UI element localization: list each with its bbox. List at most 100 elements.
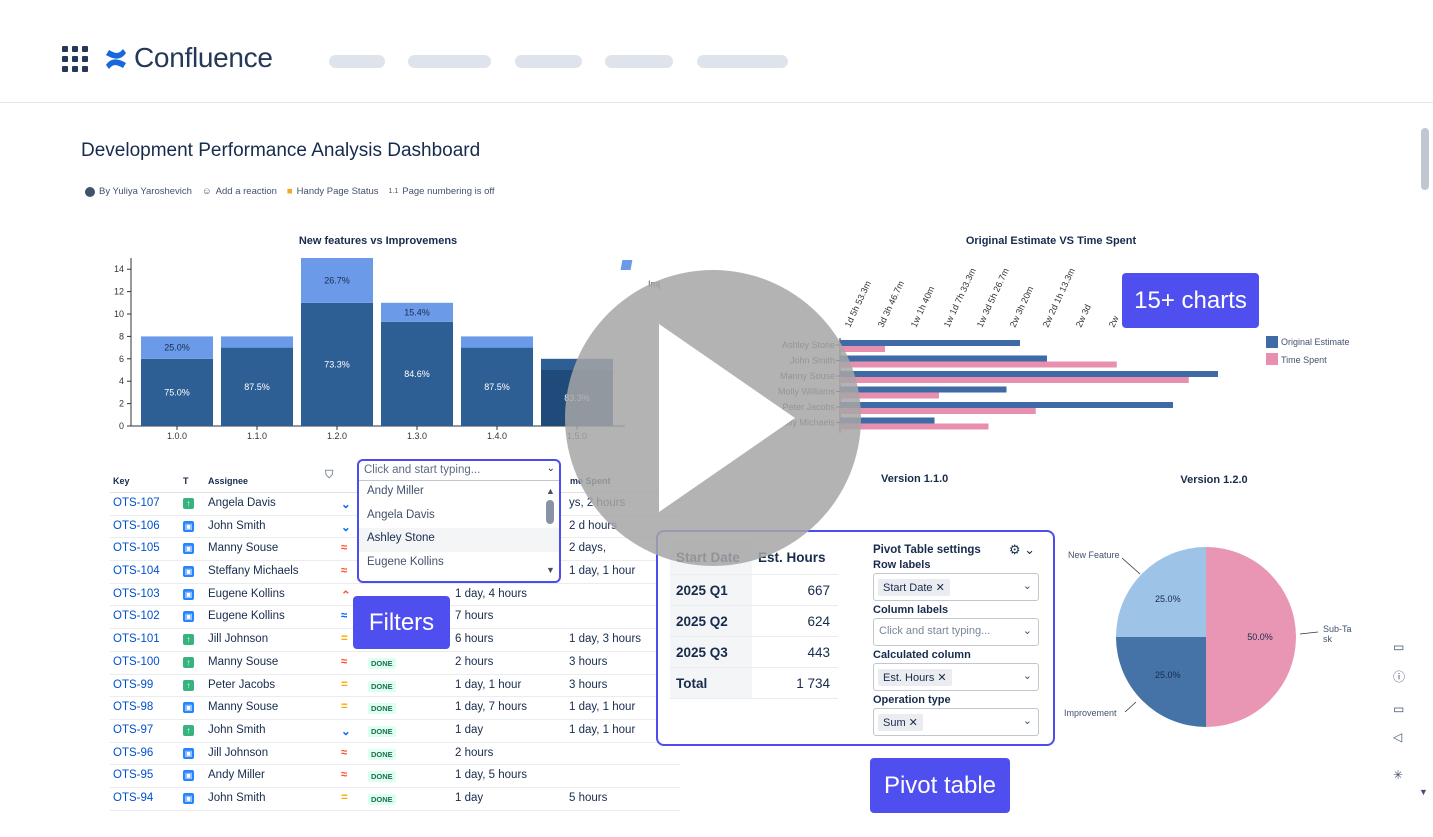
pie-slice-label: 25.0%: [1155, 594, 1181, 604]
table-row[interactable]: OTS-94 ▣ John Smith = DONE 1 day 5 hours: [110, 788, 680, 811]
table-row[interactable]: OTS-95 ▣ Andy Miller ≈ DONE 1 day, 5 hours: [110, 765, 680, 788]
issue-key-link[interactable]: OTS-102: [113, 610, 160, 623]
pivot-row-value: 667: [807, 583, 830, 598]
leader-line: [1121, 557, 1141, 575]
announce-icon[interactable]: ◁: [1393, 730, 1403, 744]
table-row[interactable]: OTS-98 ▣ Manny Souse = DONE 1 day, 7 hours 1 d…: [110, 697, 680, 720]
table-row[interactable]: OTS-100 ↑ Manny Souse ≈ DONE 2 hours 3 hours: [110, 652, 680, 675]
x-tick-label: 2w 3d: [1074, 303, 1093, 329]
issue-key-link[interactable]: OTS-105: [113, 542, 160, 555]
priority-icon: ≈: [341, 565, 348, 578]
filter-option[interactable]: Andy Miller: [367, 485, 424, 497]
pie-slice: [1116, 637, 1206, 727]
col-key[interactable]: Key: [113, 476, 130, 486]
issue-key-link[interactable]: OTS-100: [113, 655, 160, 668]
gear-icon[interactable]: ⚙ ⌄: [1008, 542, 1035, 557]
table-row[interactable]: OTS-96 ▣ Jill Johnson ≈ DONE 2 hours: [110, 743, 680, 766]
pivot-settings-title: Pivot Table settings: [873, 544, 981, 556]
loom-icon[interactable]: ✳: [1393, 768, 1404, 782]
time-spent: 1 day, 1 hour: [569, 565, 636, 578]
filter-icon[interactable]: ⛉: [325, 469, 334, 481]
assignee-filter-dropdown[interactable]: Click and start typing... ⌄ Andy Miller A…: [357, 459, 561, 583]
page-numbering-status[interactable]: Page numbering is off: [402, 186, 495, 197]
issue-key-link[interactable]: OTS-96: [113, 746, 154, 759]
x-tick-label: 1w 1d 7h 33.3m: [942, 267, 978, 329]
issue-key-link[interactable]: OTS-99: [113, 678, 154, 691]
legend-swatch-spent: [1266, 353, 1278, 365]
pie-label-subtask: Sub-Ta: [1323, 624, 1352, 634]
page-scrollbar[interactable]: [1421, 128, 1429, 190]
avatar[interactable]: [85, 186, 95, 197]
filter-option[interactable]: Eugene Kollins: [367, 555, 444, 568]
app-name[interactable]: Confluence: [134, 42, 273, 73]
pie-slice-label: 25.0%: [1155, 670, 1181, 680]
assignee: Manny Souse: [208, 655, 279, 668]
pie-label-improvement: Improvement: [1064, 708, 1117, 718]
bar-label: 25.0%: [164, 343, 190, 353]
add-reaction-button[interactable]: Add a reaction: [215, 186, 277, 197]
operation-type-select[interactable]: Sum ✕ ⌄: [873, 708, 1039, 736]
scroll-down-arrow[interactable]: ▼: [1419, 787, 1428, 797]
bar: [840, 417, 935, 424]
legend-swatch: [620, 260, 633, 270]
op-type-chip[interactable]: Sum ✕: [878, 714, 923, 731]
bar: [840, 340, 1020, 346]
y-tick-label: 0: [119, 421, 124, 431]
col-type[interactable]: T: [183, 476, 189, 486]
info-icon[interactable]: ⓘ: [1393, 670, 1406, 684]
bar-segment: [301, 302, 373, 426]
dropdown-scrollbar[interactable]: ▲ ▼: [546, 486, 555, 575]
table-row[interactable]: OTS-101 ↑ Jill Johnson = 6 hours 1 day, 3 hou…: [110, 629, 680, 652]
bar: [840, 408, 1036, 414]
leader-line: [1299, 631, 1319, 635]
calc-column-chip[interactable]: Est. Hours ✕: [878, 669, 952, 686]
reaction-icon[interactable]: ☺: [201, 186, 212, 197]
calculated-column-label: Calculated column: [873, 649, 971, 661]
x-tick-label: 1.1.0: [247, 431, 267, 441]
chevron-down-icon[interactable]: ⌄: [1022, 580, 1032, 592]
legend-label-original: Original Estimate: [1281, 337, 1350, 347]
issue-key-link[interactable]: OTS-103: [113, 587, 160, 600]
chevron-down-icon[interactable]: ⌄: [546, 463, 555, 474]
assignee: Steffany Michaels: [208, 565, 299, 578]
video-play-button[interactable]: [565, 270, 861, 566]
y-tick-label: 12: [114, 287, 124, 297]
video-icon[interactable]: ▭: [1393, 702, 1405, 716]
issue-key-link[interactable]: OTS-106: [113, 519, 160, 532]
table-row[interactable]: OTS-104 ▣ Steffany Michaels ≈1 day, 1 hour: [110, 561, 680, 584]
issue-key-link[interactable]: OTS-104: [113, 565, 160, 578]
status-badge: DONE: [368, 748, 396, 760]
comment-icon[interactable]: ▭: [1393, 640, 1405, 654]
col-assignee[interactable]: Assignee: [208, 476, 249, 486]
x-tick-label: 3d 3h 46.7m: [876, 279, 906, 329]
filter-option[interactable]: Angela Davis: [367, 508, 435, 521]
issue-key-link[interactable]: OTS-101: [113, 633, 160, 646]
table-row[interactable]: OTS-97 ↑ John Smith ⌄ DONE 1 day 1 day, 1 hour: [110, 720, 680, 743]
issue-key-link[interactable]: OTS-98: [113, 701, 154, 714]
assignee: Eugene Kollins: [208, 610, 285, 623]
column-labels-select[interactable]: Click and start typing... ⌄: [873, 618, 1039, 646]
calculated-column-select[interactable]: Est. Hours ✕ ⌄: [873, 663, 1039, 691]
author-link[interactable]: By Yuliya Yaroshevich: [99, 186, 192, 197]
row-labels-select[interactable]: Start Date ✕ ⌄: [873, 573, 1039, 601]
issue-type-icon: ▣: [183, 543, 194, 555]
status-badge: DONE: [368, 702, 396, 715]
table-row[interactable]: OTS-99 ↑ Peter Jacobs = DONE 1 day, 1 hour 3 h…: [110, 675, 680, 698]
chevron-down-icon[interactable]: ⌄: [1022, 625, 1032, 637]
bar: [840, 386, 1007, 393]
issue-key-link[interactable]: OTS-97: [113, 723, 154, 736]
issue-key-link[interactable]: OTS-94: [113, 791, 154, 804]
bar-label: 15.4%: [404, 307, 430, 317]
issue-key-link[interactable]: OTS-95: [113, 769, 154, 782]
assignee: Peter Jacobs: [208, 678, 276, 691]
row-labels-chip[interactable]: Start Date ✕: [878, 579, 950, 596]
page-status-button[interactable]: Handy Page Status: [296, 186, 379, 197]
filter-search-input[interactable]: Click and start typing...: [359, 461, 559, 481]
chevron-down-icon[interactable]: ⌄: [1022, 715, 1032, 727]
app-switcher-icon[interactable]: [62, 46, 88, 72]
filter-option[interactable]: Ashley Stone: [359, 528, 559, 552]
chevron-down-icon[interactable]: ⌄: [1022, 670, 1032, 682]
issue-key-link[interactable]: OTS-107: [113, 497, 160, 509]
x-tick-label: 1.3.0: [407, 431, 427, 441]
